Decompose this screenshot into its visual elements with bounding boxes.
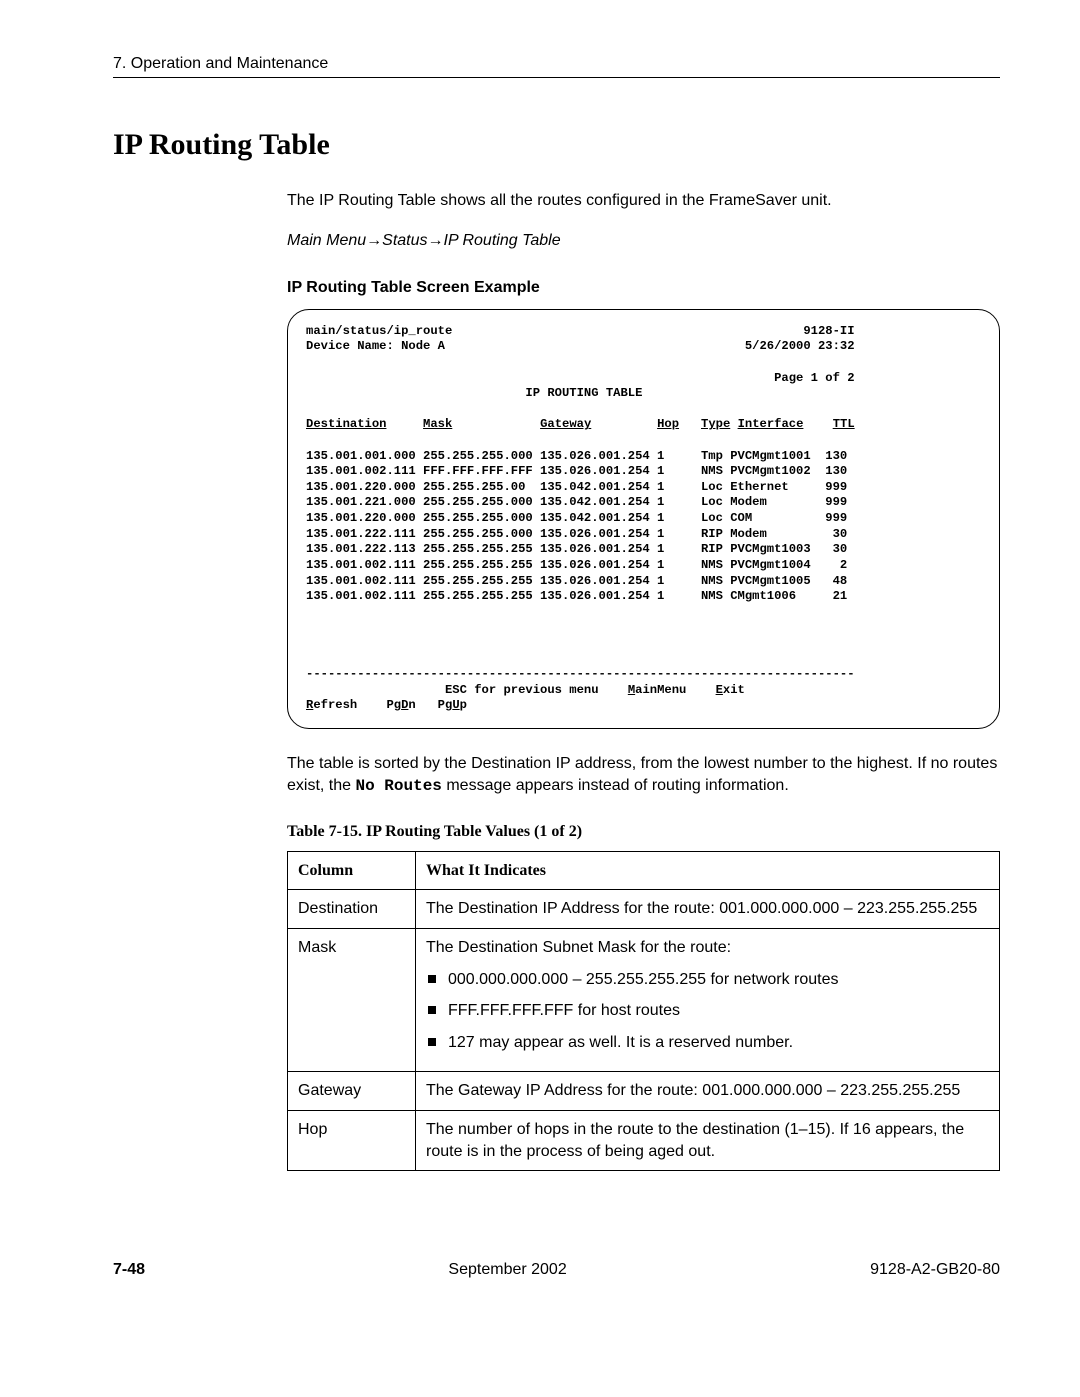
defs-head-desc: What It Indicates — [416, 851, 1000, 890]
footer-pagenum: 7-48 — [113, 1261, 145, 1279]
list-item: 127 may appear as well. It is a reserved… — [426, 1032, 989, 1054]
intro-text: The IP Routing Table shows all the route… — [287, 190, 1000, 212]
list-item: FFF.FFF.FFF.FFF for host routes — [426, 1000, 989, 1022]
definitions-table: Column What It Indicates DestinationThe … — [287, 851, 1000, 1171]
defs-col-desc: The Destination IP Address for the route… — [416, 890, 1000, 929]
table-row: MaskThe Destination Subnet Mask for the … — [288, 928, 1000, 1071]
footer-date: September 2002 — [448, 1261, 566, 1279]
defs-col-name: Gateway — [288, 1072, 416, 1111]
table-caption: Table 7-15. IP Routing Table Values (1 o… — [287, 821, 1000, 843]
defs-col-desc: The Destination Subnet Mask for the rout… — [416, 928, 1000, 1071]
defs-head-column: Column — [288, 851, 416, 890]
header-rule — [113, 77, 1000, 78]
sort-paragraph: The table is sorted by the Destination I… — [287, 753, 1000, 797]
list-item: 000.000.000.000 – 255.255.255.255 for ne… — [426, 969, 989, 991]
table-row: GatewayThe Gateway IP Address for the ro… — [288, 1072, 1000, 1111]
no-routes-code: No Routes — [355, 777, 441, 795]
defs-col-name: Destination — [288, 890, 416, 929]
terminal-screen: main/status/ip_route 9128-II Device Name… — [287, 309, 1000, 729]
running-header: 7. Operation and Maintenance — [113, 55, 1000, 73]
defs-col-desc: The Gateway IP Address for the route: 00… — [416, 1072, 1000, 1111]
example-heading: IP Routing Table Screen Example — [287, 277, 1000, 299]
table-row: HopThe number of hops in the route to th… — [288, 1110, 1000, 1170]
page-footer: 7-48 September 2002 9128-A2-GB20-80 — [113, 1261, 1000, 1279]
defs-col-name: Mask — [288, 928, 416, 1071]
page-title: IP Routing Table — [113, 128, 1000, 162]
defs-col-name: Hop — [288, 1110, 416, 1170]
footer-docid: 9128-A2-GB20-80 — [870, 1261, 1000, 1279]
table-row: DestinationThe Destination IP Address fo… — [288, 890, 1000, 929]
nav-path: Main Menu→Status→IP Routing Table — [287, 230, 1000, 252]
sort-text-post: message appears instead of routing infor… — [442, 777, 789, 794]
defs-col-desc: The number of hops in the route to the d… — [416, 1110, 1000, 1170]
